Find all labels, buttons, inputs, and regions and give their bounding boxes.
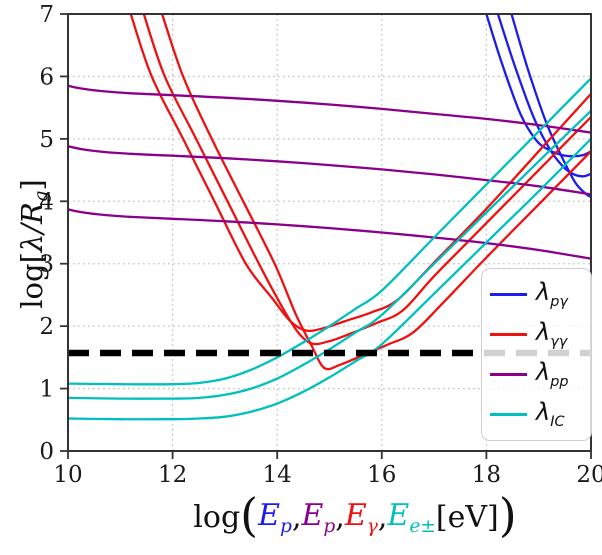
x-tick-label-16: 16 [367,462,396,488]
x-tick-label-18: 18 [472,462,501,488]
curve-lambda_p_gamma_2 [496,14,591,178]
curve-lambda_gamma_gamma_3 [161,14,591,371]
y-tick-label-2: 2 [39,314,54,340]
label-part: ] [15,179,49,191]
curve-lambda_pp_2 [68,145,591,196]
curve-lambda_IC_3 [68,138,591,421]
y-tick-label-7: 7 [39,2,54,28]
label-part: Eγ [344,497,378,537]
legend-line-lambda-pp [490,372,527,376]
axes-spines [67,13,592,452]
legend-label-lambda-p-gamma: λpγ [536,278,568,311]
label-part: Ep [301,497,336,537]
label-part: Ep [258,497,292,537]
x-tick-label-10: 10 [53,462,82,488]
label-part: ( [240,488,259,542]
curve-lambda_gamma_gamma_1 [129,14,591,332]
y-tick-label-0: 0 [39,439,54,465]
y-tick-label-1: 1 [39,377,54,403]
legend-label-lambda-IC: λIC [536,397,565,430]
y-axis-label: log[λ/R g] [12,134,52,354]
label-part: , [377,499,388,535]
curve-lambda_gamma_gamma_2 [142,14,591,346]
label-part: [eV] [435,499,499,535]
legend: λpγ λγγ λpp λIC [481,268,592,441]
x-axis-label: log(Ep, Ep, Eγ, Ee± [eV]) [108,487,602,547]
legend-line-lambda-p-gamma [490,293,527,297]
legend-item-lambda-IC: λIC [490,397,591,431]
x-tick-label-12: 12 [158,462,187,488]
label-part: log [193,499,241,535]
label-part: λ/R [15,202,49,253]
label-part: ) [498,488,517,542]
label-part: log[ [15,252,49,309]
legend-item-lambda-p-gamma: λpγ [490,278,591,312]
legend-item-lambda-gamma-gamma: λγγ [490,318,591,352]
label-part: , [291,499,302,535]
x-tick-label-14: 14 [263,462,292,488]
legend-item-lambda-pp: λpp [490,357,591,391]
label-part: , [335,499,345,535]
curve-lambda_IC_1 [68,77,591,386]
curve-lambda_IC_2 [68,109,591,400]
label-part: Ee± [387,497,436,537]
y-tick-label-3: 3 [39,252,54,278]
y-tick-label-4: 4 [39,189,54,215]
legend-line-lambda-IC [490,412,527,416]
legend-label-lambda-gamma-gamma: λγγ [536,318,568,350]
curve-lambda_pp_1 [68,84,591,134]
x-tick-label-20: 20 [576,462,602,488]
curve-lambda_p_gamma_1 [485,14,591,158]
y-tick-label-5: 5 [39,127,54,153]
legend-label-lambda-pp: λpp [536,357,569,390]
y-tick-label-6: 6 [39,64,54,90]
legend-line-lambda-gamma-gamma [490,333,527,337]
label-part: g [30,190,52,203]
